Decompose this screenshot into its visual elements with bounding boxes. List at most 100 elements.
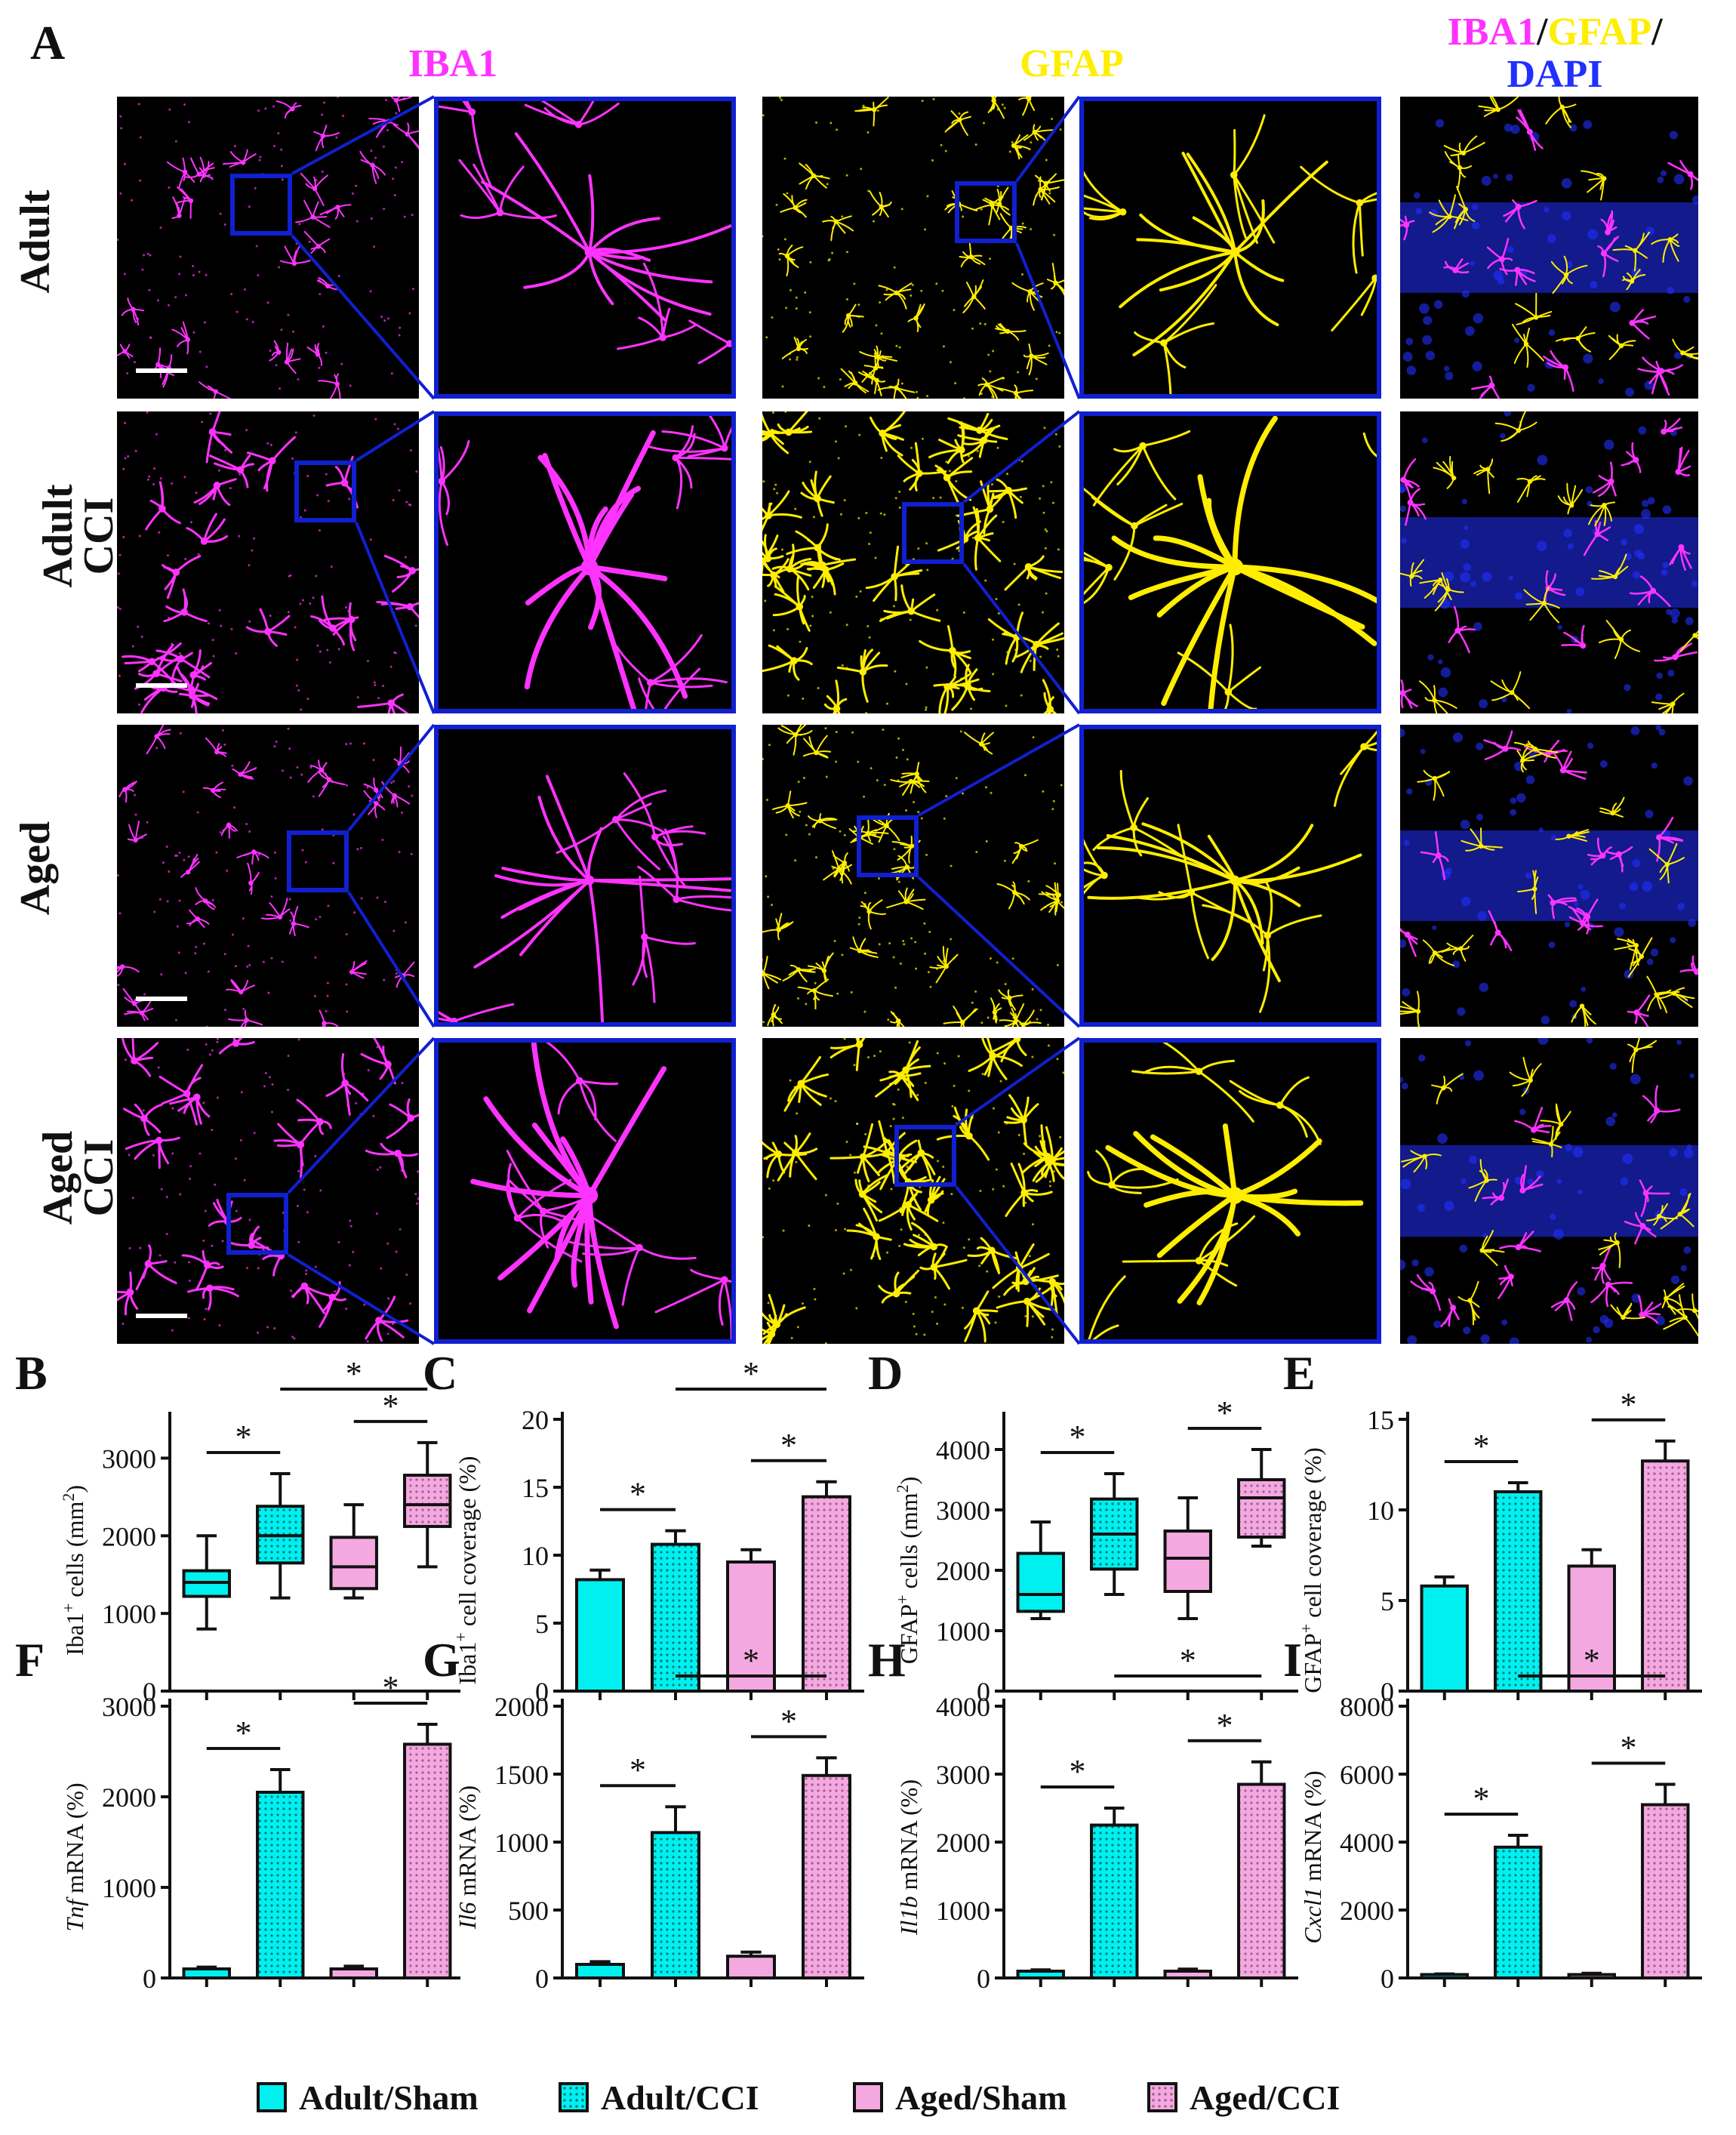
roi-box (955, 181, 1017, 243)
row-label-adult-cci: Adult CCI (35, 484, 122, 588)
y-tick-label: 4000 (1340, 1828, 1394, 1858)
panel-letter-c: C (423, 1346, 457, 1400)
y-tick-label: 0 (977, 1677, 990, 1707)
significance-star: * (743, 1642, 759, 1679)
chart-b: B 0 1000 2000 3000 Iba1+ cells (mm2) * * * (15, 1344, 464, 1767)
micrograph-art (1084, 730, 1377, 1013)
significance-star: * (235, 1714, 252, 1751)
y-tick-label: 3000 (936, 1760, 990, 1790)
legend-swatch-adult-cci (559, 2082, 589, 2112)
header-merge-iba1: IBA1 (1447, 11, 1537, 54)
panel-letter-d: D (868, 1346, 903, 1400)
header-merge-sep2: / (1651, 11, 1663, 54)
bar (182, 1967, 231, 1979)
bar (651, 1542, 700, 1693)
bar (1567, 1973, 1616, 1979)
bar (1494, 1845, 1543, 1979)
significance-star: * (235, 1419, 252, 1456)
bar (256, 1791, 305, 1979)
panel-letter-e: E (1283, 1346, 1316, 1400)
y-tick-label: 500 (508, 1896, 549, 1926)
scale-bar (136, 683, 187, 688)
scale-bar (136, 997, 187, 1001)
bar (1494, 1490, 1543, 1693)
panel-letter-f: F (15, 1633, 45, 1687)
y-tick-label: 6000 (1340, 1760, 1394, 1790)
bar (1641, 1803, 1690, 1979)
chart-i: I 0 2000 4000 6000 8000 Cxcl1 mRNA (%) * * * (1283, 1631, 1728, 2053)
significance-star: * (1473, 1780, 1490, 1817)
micrograph-art (1087, 1043, 1364, 1339)
bar (1163, 1970, 1212, 1979)
micrograph-art (117, 1038, 419, 1343)
y-tick-label: 1000 (102, 1599, 156, 1629)
y-axis-label: Iba1+ cells (mm2) (59, 1485, 89, 1656)
micrograph-art (439, 101, 731, 365)
micrograph-merge-adult-cci (1400, 411, 1698, 713)
panel-letter-b: B (15, 1346, 48, 1400)
micrograph-art (762, 1038, 1064, 1344)
roi-box (894, 1125, 956, 1187)
y-tick-label: 2000 (102, 1521, 156, 1551)
micrograph-iba1-aged (117, 725, 419, 1027)
micrograph-iba1-zoom-aged (434, 725, 736, 1027)
panel-letter-a: A (30, 16, 66, 69)
micrograph-art (439, 416, 731, 709)
scale-bar (136, 1314, 187, 1318)
micrograph-merge-aged (1400, 725, 1698, 1027)
header-merge: IBA1/GFAP/ DAPI (1393, 11, 1717, 96)
header-iba1: IBA1 (408, 42, 498, 85)
y-tick-label: 2000 (936, 1828, 990, 1858)
chart-d: D 0 1000 2000 3000 4000 GFAP+ cells (mm2) * * (868, 1344, 1313, 1767)
bar (1420, 1584, 1469, 1693)
chart-h: H 0 1000 2000 3000 4000 Il1b mRNA (%) * * * (868, 1631, 1313, 2053)
significance-star: * (1217, 1394, 1233, 1431)
micrograph-iba1-aged-cci (117, 1038, 419, 1344)
y-tick-label: 2000 (494, 1692, 549, 1722)
row-label-aged-cci: Aged CCI (35, 1130, 122, 1225)
micrograph-gfap-zoom-aged-cci (1079, 1038, 1381, 1344)
chart-f: F 0 1000 2000 3000 Tnf mRNA (%) * * (15, 1631, 464, 2053)
roi-box (294, 461, 356, 522)
y-axis-label: Il6 mRNA (%) (454, 1785, 481, 1930)
panel-letter-i: I (1283, 1633, 1302, 1687)
micrograph-gfap-zoom-adult (1079, 97, 1381, 399)
scale-bar (136, 368, 187, 373)
roi-box (230, 174, 292, 236)
y-tick-label: 1000 (936, 1616, 990, 1647)
y-tick-label: 2000 (936, 1556, 990, 1586)
y-tick-label: 5 (1380, 1586, 1394, 1616)
legend-item-aged-sham: Aged/Sham (853, 2076, 1067, 2118)
micrograph-gfap-aged-cci (762, 1038, 1064, 1344)
roi-box (857, 815, 919, 877)
roi-box (287, 830, 349, 892)
bar (1016, 1970, 1065, 1979)
micrograph-art (470, 1043, 731, 1339)
micrograph-art (1084, 416, 1377, 709)
legend-swatch-adult-sham (257, 2082, 287, 2112)
y-tick-label: 2000 (102, 1782, 156, 1813)
y-tick-label: 0 (535, 1964, 549, 1994)
y-axis-label: GFAP+ cell coverage (%) (1297, 1447, 1327, 1693)
header-merge-dapi: DAPI (1507, 53, 1603, 96)
header-merge-gfap: GFAP (1547, 11, 1652, 54)
significance-star: * (629, 1476, 646, 1513)
micrograph-merge-aged-cci (1400, 1038, 1698, 1344)
y-axis-label: Iba1+ cell coverage (%) (451, 1456, 482, 1685)
significance-star: * (1621, 1386, 1637, 1423)
y-tick-label: 1000 (494, 1828, 549, 1858)
bar (575, 1963, 625, 1979)
micrograph-art (1400, 725, 1698, 1027)
micrograph-art (762, 97, 1064, 399)
box (1016, 1551, 1065, 1613)
significance-star: * (1473, 1428, 1490, 1465)
y-tick-label: 4000 (936, 1692, 990, 1722)
y-tick-label: 2000 (1340, 1896, 1394, 1926)
y-tick-label: 0 (535, 1677, 549, 1707)
micrograph-art (1400, 97, 1698, 399)
legend-swatch-aged-cci (1147, 2082, 1177, 2112)
micrograph-art (1084, 114, 1377, 394)
micrograph-iba1-zoom-adult-cci (434, 411, 736, 713)
y-tick-label: 1500 (494, 1760, 549, 1790)
row-label-adult: Adult (12, 189, 59, 294)
